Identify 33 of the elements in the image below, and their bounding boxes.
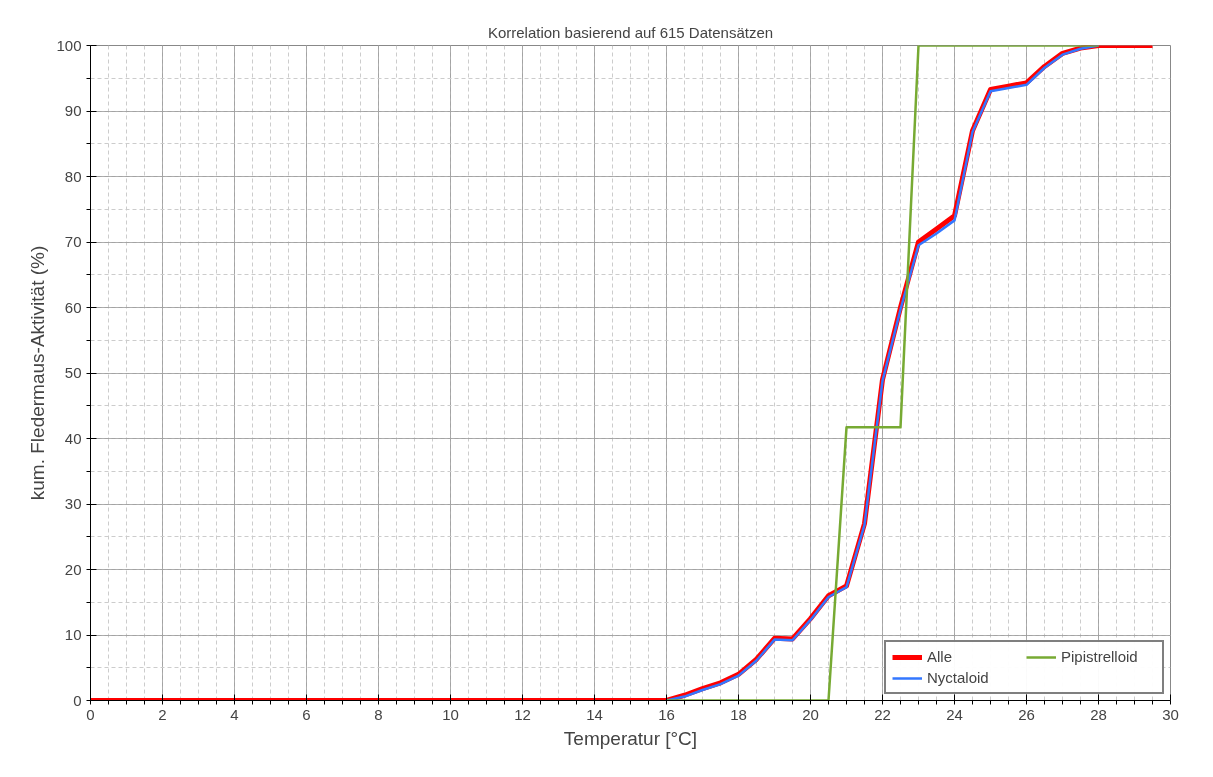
x-tick-label: 28 (1090, 705, 1107, 723)
x-tick-label: 10 (442, 705, 459, 723)
x-tick-label: 30 (1162, 705, 1179, 723)
x-tick-label: 26 (1018, 705, 1035, 723)
x-tick-label: 24 (946, 705, 963, 723)
y-tick-label: 20 (64, 560, 82, 578)
chart-title: Korrelation basierend auf 615 Datensätzen (487, 23, 774, 41)
y-tick-label: 30 (64, 495, 82, 512)
y-tick-label: 0 (73, 691, 82, 709)
x-axis-title: Temperatur [°C] (563, 727, 698, 749)
legend-label: Nyctaloid (927, 669, 990, 686)
x-tick-label: 22 (874, 705, 891, 723)
y-tick-label: 60 (64, 298, 82, 316)
y-tick-label: 100 (56, 36, 82, 54)
x-tick-label: 8 (374, 705, 383, 723)
x-tick-label: 20 (802, 705, 819, 723)
x-tick-label: 14 (586, 705, 603, 723)
legend-label: Pipistrelloid (1061, 648, 1139, 665)
y-axis-title: kum. Fledermaus-Aktivität (%) (27, 245, 49, 501)
x-tick-label: 4 (230, 705, 239, 723)
y-tick-label: 50 (64, 364, 82, 381)
y-tick-label: 10 (64, 626, 82, 643)
y-tick-label: 90 (64, 102, 82, 119)
x-tick-label: 2 (158, 705, 167, 723)
y-tick-label: 40 (64, 429, 82, 447)
x-tick-label: 16 (658, 705, 675, 723)
x-tick-label: 12 (514, 705, 531, 723)
x-tick-label: 0 (86, 705, 95, 723)
x-tick-label: 18 (730, 705, 747, 723)
x-tick-label: 6 (302, 705, 311, 723)
y-tick-label: 80 (64, 167, 82, 185)
legend-label: Alle (927, 648, 953, 665)
y-tick-label: 70 (64, 233, 82, 250)
